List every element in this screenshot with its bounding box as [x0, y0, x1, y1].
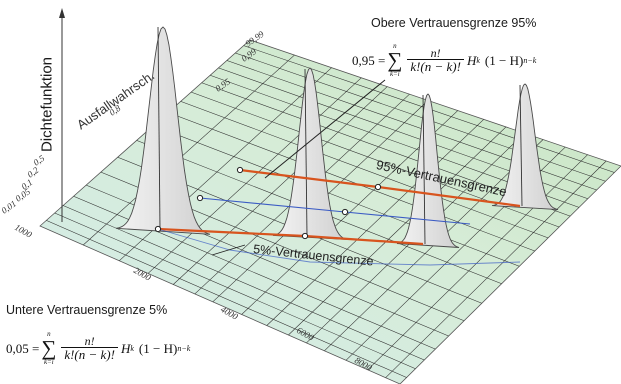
y-axis-arrow [59, 8, 65, 18]
sum-lower: k=i [43, 358, 54, 366]
term-h: H [120, 340, 131, 356]
exp-k: k [476, 56, 480, 65]
leader-lower [211, 244, 246, 256]
upper-formula-lhs: 0,95 = [352, 52, 386, 68]
grid-line-front [385, 160, 607, 378]
leader-upper [264, 79, 386, 179]
binomial-fraction: n! k!(n − k)! [407, 47, 464, 74]
y-axis-title: Dichtefunktion [38, 56, 56, 153]
density-peak [272, 67, 348, 240]
curve-5-blue [157, 228, 521, 266]
sum-upper: n [393, 42, 397, 50]
grid-line-depth [54, 212, 416, 369]
sum-lower: k=i [389, 70, 400, 78]
grid-line-front [147, 77, 362, 274]
grid-line-front [83, 54, 295, 246]
peak-center-line [519, 84, 523, 207]
term-h: H [466, 52, 477, 68]
lower-limit-title: Untere Vertrauensgrenze 5% [6, 303, 168, 317]
grid-line-depth [168, 112, 535, 252]
grid-line-depth [46, 220, 407, 378]
density-peak [491, 83, 559, 211]
term-one-minus-h: (1 − H) [484, 52, 524, 68]
grid-line-front [288, 126, 507, 336]
density-peak [115, 26, 211, 235]
density-peaks [115, 26, 559, 248]
lower-formula-lhs: 0,05 = [6, 340, 40, 356]
fraction-denominator: k!(n − k)! [61, 347, 118, 362]
fraction-numerator: n! [84, 334, 95, 348]
grid-line-depth [180, 101, 549, 239]
grid-line-depth [62, 205, 425, 361]
peak-center-line [157, 26, 161, 230]
front-tick-label: 1000 [13, 222, 34, 240]
exp-n-minus-k: n−k [523, 56, 537, 65]
curve-markers [154, 166, 382, 240]
density-peak [396, 93, 460, 248]
grid-line-depth [235, 52, 606, 182]
upper-limit-title: Obere Vertrauensgrenze 95% [371, 16, 537, 30]
sum-symbol: n ∑ k=i [41, 330, 57, 366]
grid-line-front [367, 154, 588, 370]
sum-upper: n [47, 330, 51, 338]
depth-tick-label: 0,01 [0, 198, 18, 215]
exp-k: k [130, 344, 134, 353]
grid-line-depth [153, 125, 520, 267]
binomial-fraction: n! k!(n − k)! [61, 335, 118, 362]
term-one-minus-h: (1 − H) [138, 340, 178, 356]
exp-n-minus-k: n−k [177, 344, 191, 353]
sum-symbol: n ∑ k=i [387, 42, 403, 78]
grid-line-front [266, 119, 484, 326]
fraction-denominator: k!(n − k)! [407, 59, 464, 74]
fraction-numerator: n! [430, 46, 441, 60]
grid-line-front [173, 86, 388, 285]
